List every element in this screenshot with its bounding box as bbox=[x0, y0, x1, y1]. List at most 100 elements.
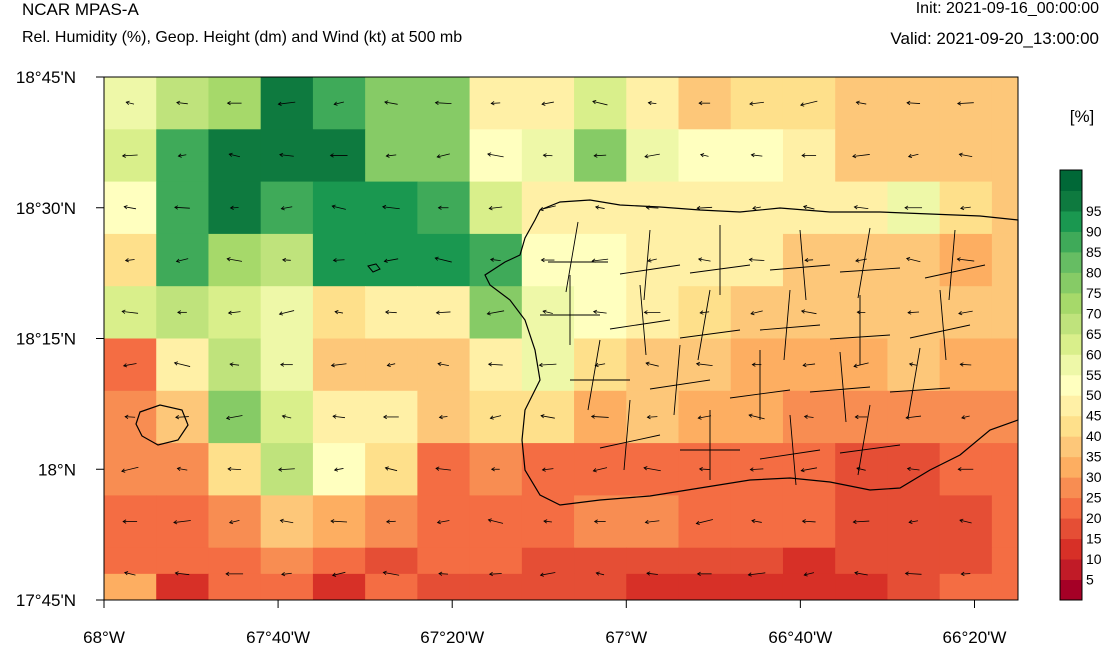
rh-cell bbox=[991, 573, 1019, 601]
colorbar-label: 95 bbox=[1086, 203, 1102, 219]
wind-arrow bbox=[958, 310, 973, 316]
wind-arrow bbox=[281, 414, 292, 419]
wind-arrow bbox=[225, 571, 244, 576]
wind-arrow bbox=[278, 467, 295, 472]
colorbar-swatch bbox=[1060, 538, 1082, 560]
municipal-border bbox=[540, 275, 600, 345]
wind-arrow bbox=[385, 153, 397, 158]
wind-arrow bbox=[643, 310, 661, 315]
model-name: NCAR MPAS-A bbox=[22, 0, 139, 19]
wind-arrow bbox=[226, 101, 242, 106]
wind-arrow bbox=[489, 257, 501, 262]
wind-arrow bbox=[905, 256, 921, 263]
wind-arrow bbox=[122, 363, 137, 368]
y-tick-label: 18°45'N bbox=[16, 68, 76, 87]
wind-arrow bbox=[542, 153, 553, 158]
wind-arrow bbox=[801, 153, 817, 158]
rh-cell bbox=[991, 77, 1019, 130]
wind-arrow bbox=[541, 101, 554, 106]
wind-arrow bbox=[434, 256, 452, 263]
wind-arrow bbox=[644, 519, 660, 525]
wind-arrow bbox=[384, 100, 398, 105]
wind-arrow bbox=[121, 466, 139, 473]
colorbar-swatch bbox=[1060, 579, 1082, 601]
wind-arrow bbox=[176, 100, 188, 105]
wind-arrow bbox=[383, 258, 399, 263]
wind-arrow bbox=[904, 205, 923, 210]
rh-cell bbox=[678, 573, 732, 601]
colorbar-swatch bbox=[1060, 436, 1082, 458]
wind-arrow bbox=[331, 571, 346, 577]
wind-arrow bbox=[436, 153, 450, 159]
wind-arrow bbox=[332, 258, 345, 263]
rh-cell bbox=[521, 573, 575, 601]
colorbar-label: 40 bbox=[1086, 428, 1102, 444]
wind-arrow bbox=[229, 205, 239, 210]
wind-arrow bbox=[487, 518, 504, 524]
rh-cell bbox=[887, 573, 941, 601]
wind-arrow bbox=[958, 152, 973, 158]
wind-arrow bbox=[697, 257, 711, 262]
wind-arrow bbox=[177, 153, 187, 158]
heatmap-cells bbox=[104, 77, 1019, 601]
colorbar-label: 65 bbox=[1086, 326, 1102, 342]
wind-arrow bbox=[490, 101, 501, 106]
wind-arrow bbox=[177, 310, 187, 315]
municipal-border bbox=[599, 399, 661, 471]
wind-arrow bbox=[853, 362, 869, 368]
wind-arrow bbox=[697, 415, 712, 420]
colorbar-swatch bbox=[1060, 395, 1082, 417]
wind-arrow bbox=[961, 415, 970, 420]
x-tick-label: 67°20'W bbox=[420, 628, 484, 647]
x-tick-label: 66°40'W bbox=[768, 628, 832, 647]
colorbar-label: 35 bbox=[1086, 449, 1102, 465]
wind-arrow bbox=[696, 571, 712, 576]
colorbar-swatch bbox=[1060, 477, 1082, 499]
wind-arrow bbox=[438, 571, 449, 576]
valid-time: Valid: 2021-09-20_13:00:00 bbox=[890, 29, 1099, 48]
wind-arrow bbox=[539, 572, 556, 577]
colorbar-swatch bbox=[1060, 231, 1082, 253]
wind-arrow bbox=[594, 205, 605, 210]
colorbar-label: 80 bbox=[1086, 264, 1102, 280]
wind-arrow bbox=[960, 571, 971, 577]
rh-cell bbox=[156, 573, 209, 601]
rh-cell bbox=[626, 573, 680, 601]
colorbar-label: 15 bbox=[1086, 531, 1102, 547]
wind-arrow bbox=[229, 362, 240, 367]
main-island-outline bbox=[484, 199, 1019, 506]
colorbar: 5 10 15 20 25 30 35 40 45 50 55 60 65 70 75 80 85 90 95 bbox=[1059, 169, 1102, 601]
wind-arrow bbox=[908, 362, 918, 367]
wind-arrow bbox=[122, 519, 138, 524]
wind-arrow bbox=[854, 414, 868, 420]
wind-arrow bbox=[384, 310, 397, 315]
y-tick-label: 18°N bbox=[38, 460, 76, 479]
colorbar-swatch bbox=[1060, 272, 1082, 294]
municipal-border bbox=[548, 221, 608, 293]
wind-arrow bbox=[280, 206, 293, 211]
wind-arrow bbox=[595, 571, 605, 576]
wind-arrow bbox=[957, 467, 974, 472]
wind-arrow bbox=[489, 415, 502, 420]
wind-arrow bbox=[959, 362, 972, 367]
wind-arrow bbox=[590, 414, 609, 419]
wind-arrow bbox=[488, 206, 503, 211]
colorbar-swatch bbox=[1060, 374, 1082, 396]
wind-arrow bbox=[279, 152, 294, 158]
municipal-border bbox=[839, 227, 901, 299]
wind-arrow bbox=[802, 205, 815, 210]
wind-arrow bbox=[592, 467, 608, 473]
wind-arrow bbox=[645, 361, 659, 367]
wind-arrow bbox=[908, 519, 919, 524]
wind-arrow bbox=[907, 310, 920, 315]
colorbar-label: 30 bbox=[1086, 469, 1102, 485]
municipal-border bbox=[609, 284, 671, 356]
colorbar-label: 10 bbox=[1086, 551, 1102, 567]
municipal-border bbox=[619, 229, 681, 301]
colorbar-swatch bbox=[1060, 354, 1082, 376]
wind-arrow bbox=[750, 152, 763, 158]
x-tick-label: 67°40'W bbox=[246, 628, 310, 647]
y-tick-label: 17°45'N bbox=[16, 591, 76, 610]
colorbar-label: 75 bbox=[1086, 285, 1102, 301]
wind-arrow bbox=[334, 310, 344, 315]
